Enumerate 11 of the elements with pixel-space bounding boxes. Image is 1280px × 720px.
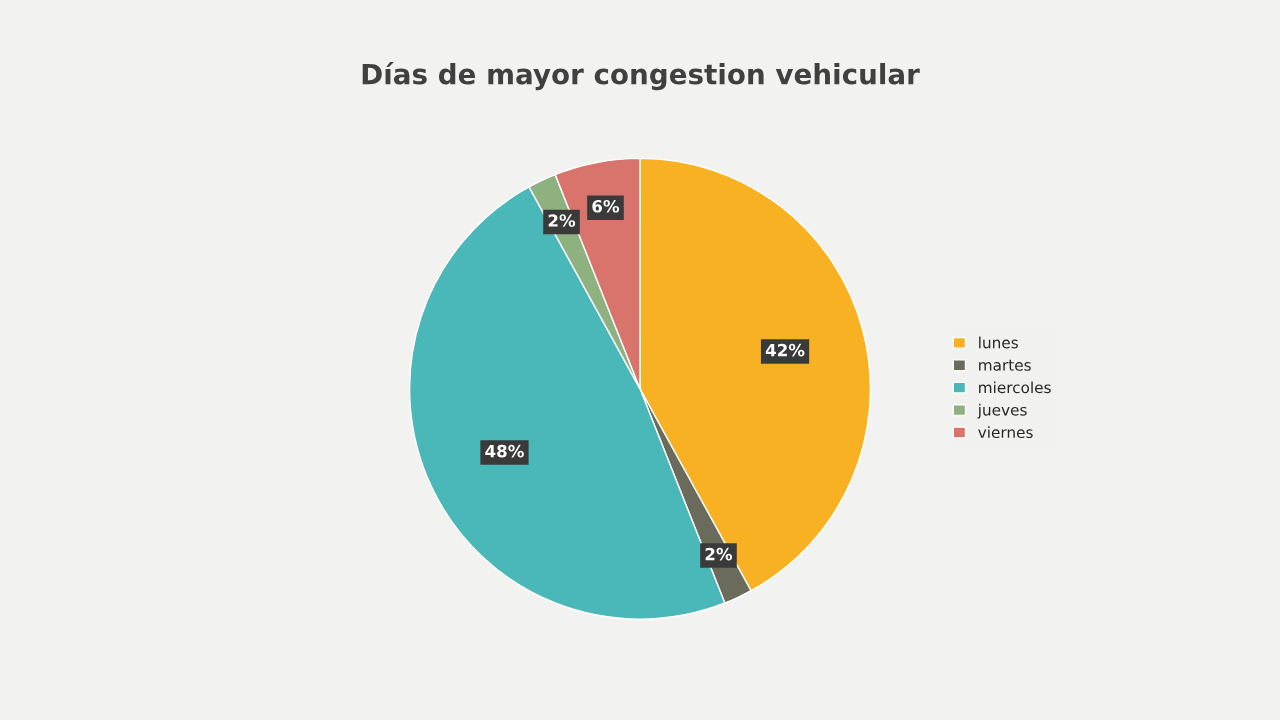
data-label: 2%	[705, 547, 733, 561]
legend-label: martes	[979, 359, 1031, 371]
data-label: 2%	[548, 214, 576, 227]
data-label: 48%	[485, 444, 524, 458]
legend-label: viernes	[978, 426, 1033, 439]
data-label: 6%	[592, 199, 620, 213]
data-label: 42%	[765, 343, 805, 357]
legend-label: jueves	[977, 403, 1027, 419]
chart-title: Días de mayor congestion vehicular	[362, 61, 920, 91]
legend-label: miercoles	[979, 381, 1051, 394]
legend-label: lunes	[979, 336, 1018, 349]
